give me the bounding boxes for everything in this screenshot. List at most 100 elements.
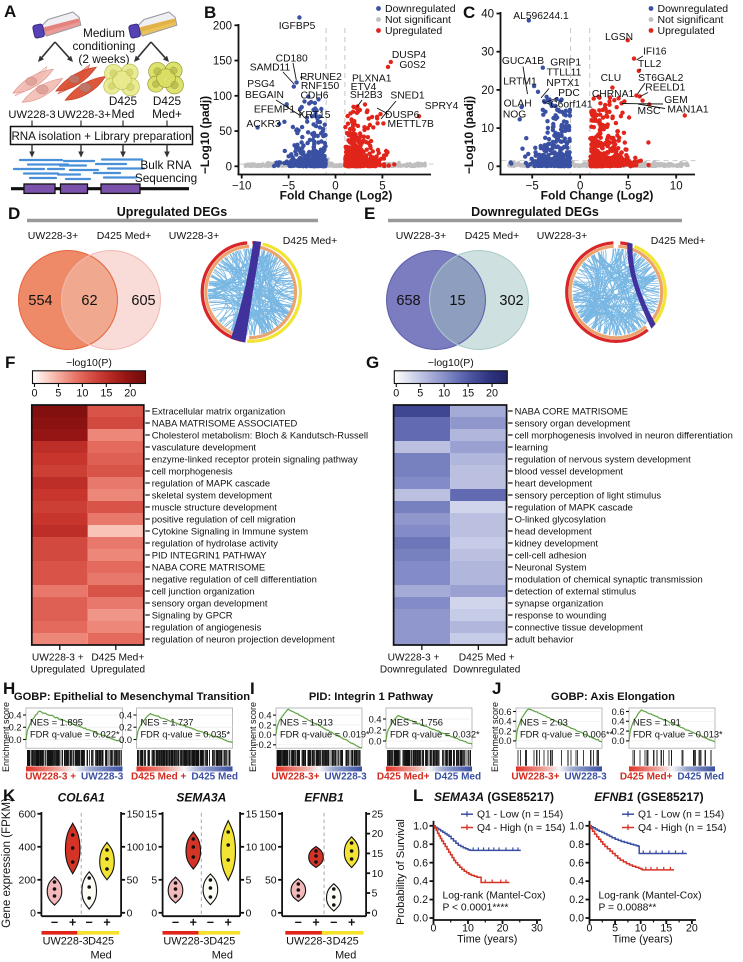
svg-text:10: 10 bbox=[246, 842, 258, 853]
svg-text:D425: D425 bbox=[333, 936, 359, 948]
svg-text:0: 0 bbox=[393, 388, 399, 400]
svg-text:15: 15 bbox=[660, 923, 672, 935]
svg-text:G: G bbox=[366, 353, 379, 372]
svg-text:200: 200 bbox=[213, 20, 232, 32]
svg-text:H: H bbox=[3, 679, 15, 698]
svg-text:B: B bbox=[204, 3, 216, 22]
svg-text:D425: D425 bbox=[109, 94, 138, 108]
svg-text:head development: head development bbox=[515, 526, 593, 537]
svg-text:positive regulation of cell mi: positive regulation of cell migration bbox=[152, 514, 296, 525]
svg-text:10: 10 bbox=[670, 181, 683, 193]
svg-text:−: − bbox=[295, 916, 302, 930]
svg-text:Gene expression (FPKM): Gene expression (FPKM) bbox=[1, 798, 13, 928]
svg-text:PID: Integrin 1 Pathway: PID: Integrin 1 Pathway bbox=[309, 691, 434, 703]
svg-text:Upregulated DEGs: Upregulated DEGs bbox=[117, 205, 227, 219]
svg-text:LGSN: LGSN bbox=[605, 32, 633, 43]
svg-text:0: 0 bbox=[577, 181, 583, 193]
svg-text:NABA CORE MATRISOME: NABA CORE MATRISOME bbox=[515, 406, 628, 417]
svg-text:UW228-3: UW228-3 bbox=[8, 109, 55, 121]
svg-text:Fold Change (Log2): Fold Change (Log2) bbox=[280, 189, 393, 203]
svg-text:Downregulated: Downregulated bbox=[385, 3, 456, 15]
svg-text:400: 400 bbox=[19, 842, 37, 853]
svg-text:0.8: 0.8 bbox=[413, 839, 428, 851]
svg-text:RNA isolation + Library prepar: RNA isolation + Library preparation bbox=[11, 130, 191, 143]
svg-text:1.0: 1.0 bbox=[569, 820, 584, 832]
svg-text:CHRNA1: CHRNA1 bbox=[592, 89, 635, 100]
svg-text:50: 50 bbox=[265, 875, 277, 886]
svg-text:0.0: 0.0 bbox=[569, 913, 584, 925]
svg-text:Cholesterol metabolism: Bloch: Cholesterol metabolism: Bloch & Kandutsc… bbox=[152, 430, 368, 441]
svg-text:UW228-3: UW228-3 bbox=[163, 936, 209, 948]
svg-text:5: 5 bbox=[625, 181, 631, 193]
svg-text:D425 Med+: D425 Med+ bbox=[283, 235, 338, 247]
svg-text:605: 605 bbox=[131, 293, 155, 309]
svg-text:Bulk RNA: Bulk RNA bbox=[140, 158, 191, 172]
svg-text:0: 0 bbox=[488, 161, 494, 173]
svg-text:adult behavior: adult behavior bbox=[515, 634, 574, 645]
svg-text:−10: −10 bbox=[232, 181, 252, 193]
svg-text:0.0: 0.0 bbox=[369, 736, 382, 746]
svg-text:COL6A1: COL6A1 bbox=[58, 791, 106, 805]
svg-text:0.6: 0.6 bbox=[612, 707, 625, 717]
svg-text:NES = 1.91: NES = 1.91 bbox=[633, 718, 681, 728]
svg-text:vasculature development: vasculature development bbox=[152, 442, 257, 453]
svg-text:ACKR3: ACKR3 bbox=[246, 119, 281, 130]
svg-text:−5: −5 bbox=[282, 181, 295, 193]
svg-text:PRUNE2: PRUNE2 bbox=[300, 72, 342, 83]
svg-text:0.4: 0.4 bbox=[413, 876, 428, 888]
svg-text:regulation of angiogenesis: regulation of angiogenesis bbox=[152, 622, 262, 633]
svg-text:600: 600 bbox=[19, 809, 37, 820]
svg-text:NABA MATRISOME ASSOCIATED: NABA MATRISOME ASSOCIATED bbox=[152, 418, 298, 429]
svg-text:METTL7B: METTL7B bbox=[388, 119, 434, 130]
svg-text:0.8: 0.8 bbox=[569, 839, 584, 851]
svg-text:cell junction organization: cell junction organization bbox=[152, 586, 255, 597]
svg-text:Med+: Med+ bbox=[152, 107, 182, 121]
svg-text:Enrichment score: Enrichment score bbox=[248, 702, 258, 772]
svg-text:D425: D425 bbox=[153, 94, 182, 108]
svg-text:−: − bbox=[51, 916, 58, 930]
svg-text:UW228-3 +: UW228-3 + bbox=[388, 653, 440, 664]
svg-text:D425 Med+: D425 Med+ bbox=[97, 230, 152, 242]
svg-text:muscle structure development: muscle structure development bbox=[152, 502, 277, 513]
svg-text:50: 50 bbox=[127, 875, 139, 886]
svg-text:O-linked glycosylation: O-linked glycosylation bbox=[515, 514, 606, 525]
svg-text:20: 20 bbox=[481, 85, 494, 97]
svg-text:−0.2: −0.2 bbox=[253, 740, 271, 750]
svg-text:Enrichment score: Enrichment score bbox=[490, 702, 500, 772]
svg-text:0.2: 0.2 bbox=[569, 894, 584, 906]
svg-text:SEMA3A: SEMA3A bbox=[176, 791, 226, 805]
svg-text:sensory perception of light st: sensory perception of light stimulus bbox=[515, 490, 662, 501]
svg-text:EFEMP1: EFEMP1 bbox=[254, 105, 295, 116]
svg-text:D425 Med +D425 Med: D425 Med + D425 Med bbox=[131, 772, 238, 783]
svg-text:0.2: 0.2 bbox=[259, 720, 272, 730]
svg-text:FDR q-value = 0.022*: FDR q-value = 0.022* bbox=[30, 730, 120, 740]
svg-text:0: 0 bbox=[587, 923, 593, 935]
svg-text:K: K bbox=[3, 786, 16, 805]
svg-text:MAN1A1: MAN1A1 bbox=[667, 105, 708, 116]
svg-text:GEM: GEM bbox=[664, 95, 687, 106]
svg-text:KRT15: KRT15 bbox=[299, 110, 331, 121]
svg-text:20: 20 bbox=[497, 923, 509, 935]
svg-text:Downregulated DEGs: Downregulated DEGs bbox=[471, 205, 599, 219]
svg-text:30: 30 bbox=[481, 47, 494, 59]
svg-text:0: 0 bbox=[30, 908, 36, 919]
svg-text:NES = 1.737: NES = 1.737 bbox=[141, 718, 194, 728]
svg-text:D425 Med +: D425 Med + bbox=[459, 653, 515, 664]
svg-text:0: 0 bbox=[431, 923, 437, 935]
svg-text:NPTX1: NPTX1 bbox=[546, 78, 579, 89]
svg-text:0: 0 bbox=[372, 908, 378, 919]
svg-text:Signaling by GPCR: Signaling by GPCR bbox=[152, 610, 233, 621]
svg-text:Downregulated: Downregulated bbox=[453, 664, 520, 675]
svg-text:GOBP: Epithelial to Mesenchyma: GOBP: Epithelial to Mesenchymal Transiti… bbox=[14, 691, 250, 703]
svg-text:PLXNA1: PLXNA1 bbox=[352, 74, 392, 85]
svg-text:MSC: MSC bbox=[638, 106, 661, 117]
svg-text:LRTM1: LRTM1 bbox=[503, 76, 537, 87]
svg-text:Cytokine Signaling in Immune s: Cytokine Signaling in Immune system bbox=[152, 526, 309, 537]
svg-text:0.4: 0.4 bbox=[259, 710, 272, 720]
svg-text:Downregulated: Downregulated bbox=[658, 3, 729, 15]
svg-text:−: − bbox=[330, 916, 337, 930]
svg-text:Med: Med bbox=[212, 950, 233, 962]
svg-text:UW228-3+: UW228-3+ bbox=[57, 109, 111, 121]
svg-text:10: 10 bbox=[635, 923, 647, 935]
svg-text:CLU: CLU bbox=[601, 73, 622, 84]
